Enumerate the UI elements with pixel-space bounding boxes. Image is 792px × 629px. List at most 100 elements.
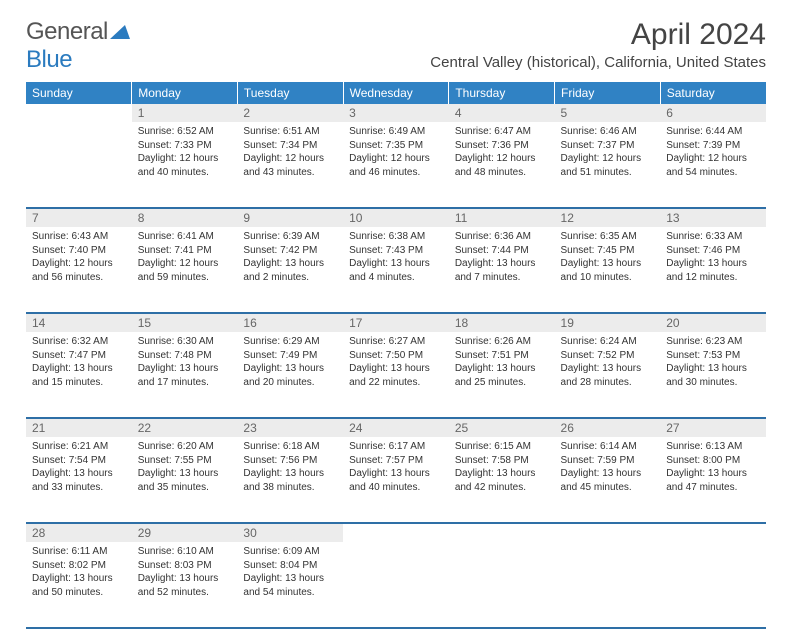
day-cell: Sunrise: 6:09 AMSunset: 8:04 PMDaylight:… (237, 542, 343, 628)
day-cell-body: Sunrise: 6:32 AMSunset: 7:47 PMDaylight:… (26, 332, 132, 395)
day-number-row: 123456 (26, 104, 766, 122)
logo-triangle-icon (110, 18, 130, 46)
logo-part1: General (26, 18, 108, 45)
day-cell: Sunrise: 6:10 AMSunset: 8:03 PMDaylight:… (132, 542, 238, 628)
day-cell: Sunrise: 6:11 AMSunset: 8:02 PMDaylight:… (26, 542, 132, 628)
day-number-cell: 10 (343, 208, 449, 227)
day-number-cell (449, 523, 555, 542)
day-number-cell: 5 (555, 104, 661, 122)
day-number-cell: 6 (660, 104, 766, 122)
day-cell-body: Sunrise: 6:26 AMSunset: 7:51 PMDaylight:… (449, 332, 555, 395)
day-cell: Sunrise: 6:35 AMSunset: 7:45 PMDaylight:… (555, 227, 661, 313)
day-number-cell: 12 (555, 208, 661, 227)
day-number-cell: 28 (26, 523, 132, 542)
day-cell-body: Sunrise: 6:43 AMSunset: 7:40 PMDaylight:… (26, 227, 132, 290)
day-number-cell: 11 (449, 208, 555, 227)
day-cell-body: Sunrise: 6:38 AMSunset: 7:43 PMDaylight:… (343, 227, 449, 290)
day-number-cell: 30 (237, 523, 343, 542)
day-cell: Sunrise: 6:38 AMSunset: 7:43 PMDaylight:… (343, 227, 449, 313)
day-cell: Sunrise: 6:20 AMSunset: 7:55 PMDaylight:… (132, 437, 238, 523)
day-number-cell: 14 (26, 313, 132, 332)
day-cell: Sunrise: 6:30 AMSunset: 7:48 PMDaylight:… (132, 332, 238, 418)
day-cell: Sunrise: 6:33 AMSunset: 7:46 PMDaylight:… (660, 227, 766, 313)
day-number-row: 282930 (26, 523, 766, 542)
day-number-row: 78910111213 (26, 208, 766, 227)
day-cell: Sunrise: 6:15 AMSunset: 7:58 PMDaylight:… (449, 437, 555, 523)
day-number-cell: 4 (449, 104, 555, 122)
week-row: Sunrise: 6:43 AMSunset: 7:40 PMDaylight:… (26, 227, 766, 313)
day-number-cell: 18 (449, 313, 555, 332)
day-cell: Sunrise: 6:13 AMSunset: 8:00 PMDaylight:… (660, 437, 766, 523)
day-cell (26, 122, 132, 208)
day-cell (343, 542, 449, 628)
day-cell: Sunrise: 6:18 AMSunset: 7:56 PMDaylight:… (237, 437, 343, 523)
day-cell (660, 542, 766, 628)
day-cell-body: Sunrise: 6:30 AMSunset: 7:48 PMDaylight:… (132, 332, 238, 395)
day-cell-body (660, 542, 766, 551)
day-cell-body: Sunrise: 6:35 AMSunset: 7:45 PMDaylight:… (555, 227, 661, 290)
logo-text: General Blue (26, 18, 130, 74)
day-number-cell: 24 (343, 418, 449, 437)
day-cell: Sunrise: 6:29 AMSunset: 7:49 PMDaylight:… (237, 332, 343, 418)
day-cell: Sunrise: 6:52 AMSunset: 7:33 PMDaylight:… (132, 122, 238, 208)
day-cell-body: Sunrise: 6:09 AMSunset: 8:04 PMDaylight:… (237, 542, 343, 605)
day-cell-body: Sunrise: 6:11 AMSunset: 8:02 PMDaylight:… (26, 542, 132, 605)
day-number-row: 14151617181920 (26, 313, 766, 332)
day-cell: Sunrise: 6:49 AMSunset: 7:35 PMDaylight:… (343, 122, 449, 208)
day-cell-body (26, 122, 132, 131)
day-number-cell: 26 (555, 418, 661, 437)
day-cell: Sunrise: 6:21 AMSunset: 7:54 PMDaylight:… (26, 437, 132, 523)
day-cell: Sunrise: 6:17 AMSunset: 7:57 PMDaylight:… (343, 437, 449, 523)
day-number-cell: 8 (132, 208, 238, 227)
day-number-cell: 2 (237, 104, 343, 122)
day-cell-body: Sunrise: 6:21 AMSunset: 7:54 PMDaylight:… (26, 437, 132, 500)
day-number-cell: 16 (237, 313, 343, 332)
day-cell-body: Sunrise: 6:24 AMSunset: 7:52 PMDaylight:… (555, 332, 661, 395)
day-cell-body: Sunrise: 6:10 AMSunset: 8:03 PMDaylight:… (132, 542, 238, 605)
day-cell-body: Sunrise: 6:39 AMSunset: 7:42 PMDaylight:… (237, 227, 343, 290)
day-cell-body: Sunrise: 6:41 AMSunset: 7:41 PMDaylight:… (132, 227, 238, 290)
day-number-cell: 20 (660, 313, 766, 332)
day-number-cell: 9 (237, 208, 343, 227)
day-cell-body: Sunrise: 6:33 AMSunset: 7:46 PMDaylight:… (660, 227, 766, 290)
day-number-cell (26, 104, 132, 122)
month-title: April 2024 (430, 18, 766, 52)
day-number-cell: 15 (132, 313, 238, 332)
day-cell-body: Sunrise: 6:52 AMSunset: 7:33 PMDaylight:… (132, 122, 238, 185)
day-cell-body: Sunrise: 6:15 AMSunset: 7:58 PMDaylight:… (449, 437, 555, 500)
day-cell-body: Sunrise: 6:51 AMSunset: 7:34 PMDaylight:… (237, 122, 343, 185)
day-cell: Sunrise: 6:26 AMSunset: 7:51 PMDaylight:… (449, 332, 555, 418)
week-row: Sunrise: 6:21 AMSunset: 7:54 PMDaylight:… (26, 437, 766, 523)
day-number-cell (660, 523, 766, 542)
day-cell: Sunrise: 6:14 AMSunset: 7:59 PMDaylight:… (555, 437, 661, 523)
location-text: Central Valley (historical), California,… (430, 54, 766, 71)
week-row: Sunrise: 6:52 AMSunset: 7:33 PMDaylight:… (26, 122, 766, 208)
day-cell-body (555, 542, 661, 551)
day-cell: Sunrise: 6:27 AMSunset: 7:50 PMDaylight:… (343, 332, 449, 418)
day-number-cell: 13 (660, 208, 766, 227)
header: General Blue April 2024 Central Valley (… (26, 18, 766, 74)
day-cell: Sunrise: 6:47 AMSunset: 7:36 PMDaylight:… (449, 122, 555, 208)
day-cell (555, 542, 661, 628)
weekday-header: Sunday (26, 82, 132, 104)
calendar-body: 123456Sunrise: 6:52 AMSunset: 7:33 PMDay… (26, 104, 766, 628)
day-number-cell: 7 (26, 208, 132, 227)
day-cell-body (449, 542, 555, 551)
day-cell (449, 542, 555, 628)
day-cell: Sunrise: 6:41 AMSunset: 7:41 PMDaylight:… (132, 227, 238, 313)
day-number-cell: 19 (555, 313, 661, 332)
day-cell: Sunrise: 6:51 AMSunset: 7:34 PMDaylight:… (237, 122, 343, 208)
day-number-cell: 17 (343, 313, 449, 332)
day-number-cell: 29 (132, 523, 238, 542)
day-number-cell (555, 523, 661, 542)
weekday-header: Saturday (660, 82, 766, 104)
day-cell: Sunrise: 6:24 AMSunset: 7:52 PMDaylight:… (555, 332, 661, 418)
day-cell: Sunrise: 6:46 AMSunset: 7:37 PMDaylight:… (555, 122, 661, 208)
weekday-header: Tuesday (237, 82, 343, 104)
weekday-header-row: Sunday Monday Tuesday Wednesday Thursday… (26, 82, 766, 104)
day-cell: Sunrise: 6:39 AMSunset: 7:42 PMDaylight:… (237, 227, 343, 313)
day-cell-body: Sunrise: 6:46 AMSunset: 7:37 PMDaylight:… (555, 122, 661, 185)
logo: General Blue (26, 18, 130, 74)
week-row: Sunrise: 6:32 AMSunset: 7:47 PMDaylight:… (26, 332, 766, 418)
day-cell-body: Sunrise: 6:49 AMSunset: 7:35 PMDaylight:… (343, 122, 449, 185)
